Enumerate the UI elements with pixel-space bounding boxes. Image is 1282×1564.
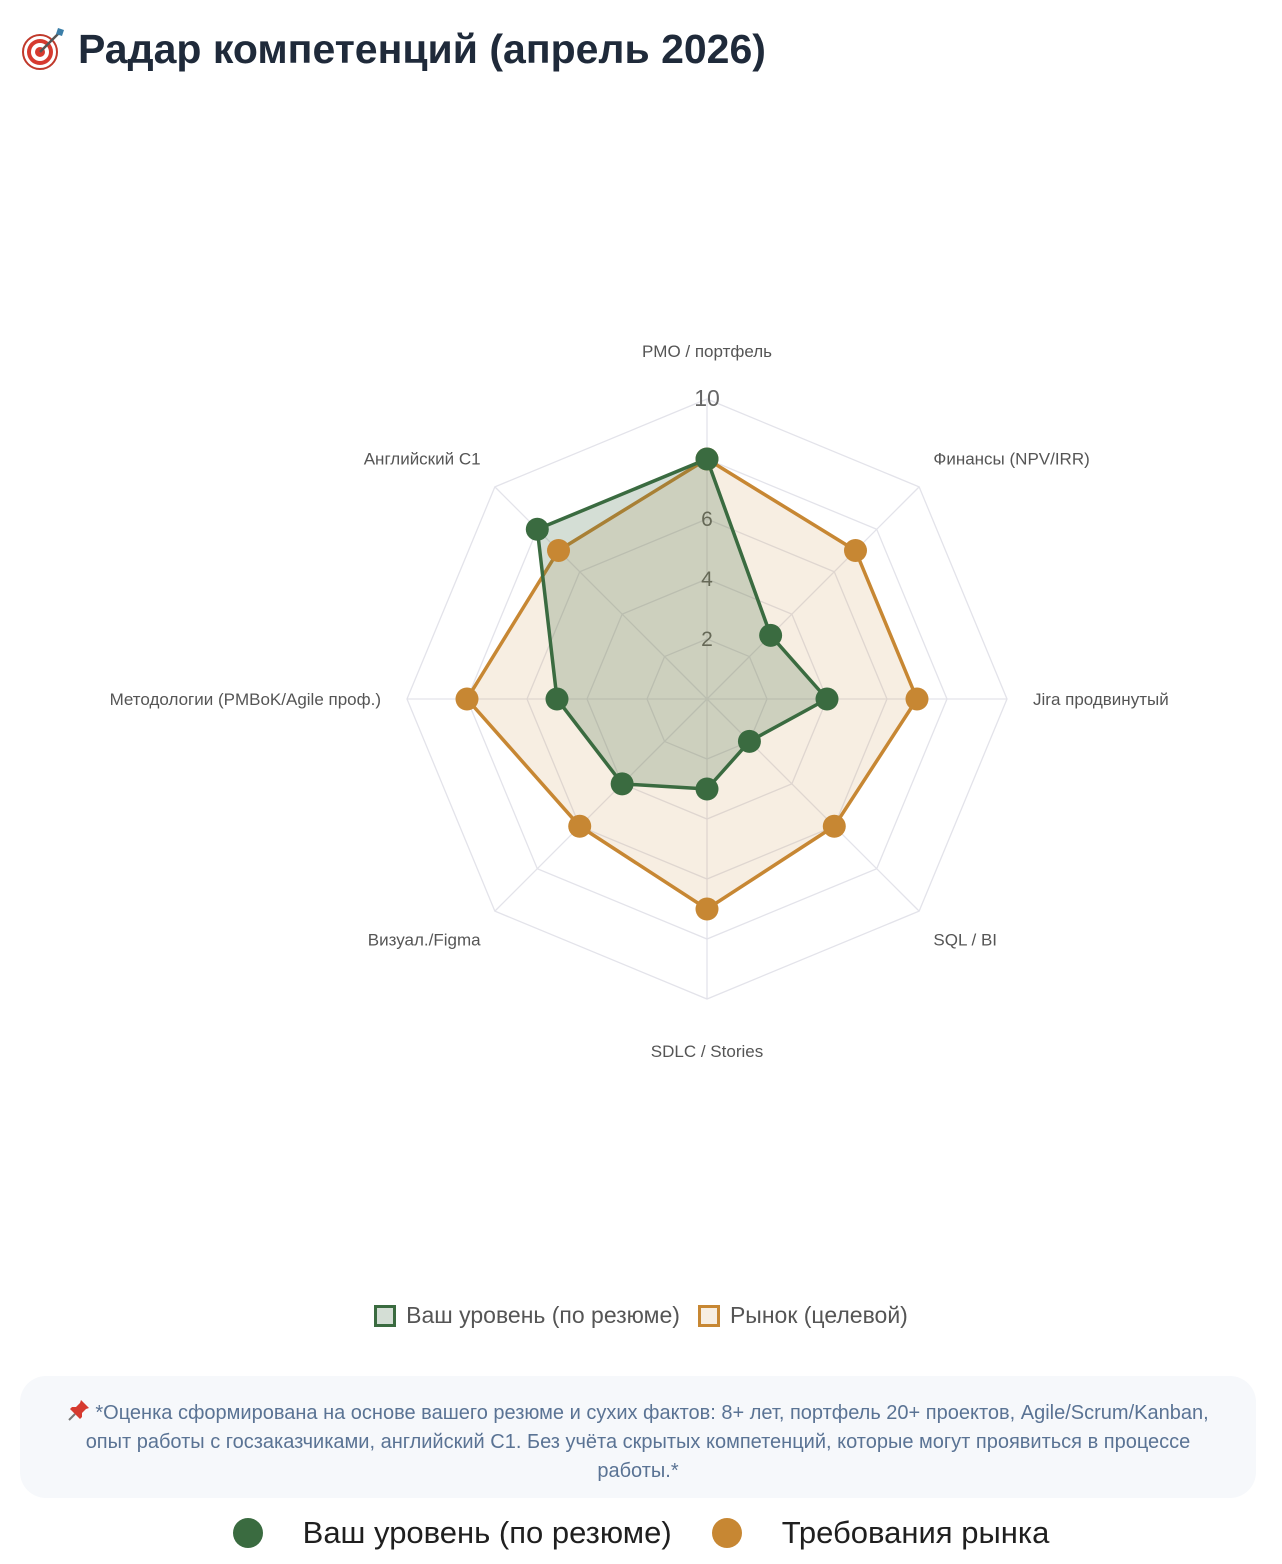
bottom-legend-item-market: Требования рынка	[711, 1515, 1050, 1551]
series-0-point-1	[759, 623, 783, 647]
series-0-point-4	[695, 777, 719, 801]
series-0-point-7	[525, 517, 549, 541]
series-1-point-1	[843, 539, 867, 563]
bottom-legend-dot-your-level	[232, 1518, 263, 1548]
bottom-legend: Ваш уровень (по резюме) Требования рынка	[0, 1509, 1282, 1557]
axis-line-5	[494, 698, 708, 912]
category-label-5: Визуал./Figma	[368, 930, 481, 949]
tick-label-6: 6	[701, 508, 713, 531]
pushpin-icon	[68, 1400, 90, 1421]
series-1-point-7	[547, 539, 571, 563]
category-label-7: Английский C1	[364, 450, 481, 469]
radar-category-labels: PMO / портфель Финансы (NPV/IRR) Jira прод…	[110, 342, 1169, 1061]
page-title-text: Радар компетенций (апрель 2026)	[78, 25, 766, 72]
tick-label-4: 4	[701, 568, 713, 591]
category-label-3: SQL / BI	[933, 930, 997, 949]
series-1-point-5	[568, 814, 592, 838]
target-dart-icon	[22, 28, 64, 70]
legend-item-market[interactable]: Рынок (целевой)	[697, 1302, 908, 1329]
bottom-legend-item-your-level: Ваш уровень (по резюме)	[232, 1515, 672, 1551]
series-0-point-6	[545, 687, 569, 711]
series-0-point-3	[737, 729, 761, 753]
category-label-6: Методологии (PMBoK/Agile проф.)	[110, 690, 381, 709]
series-1-point-3	[822, 814, 846, 838]
axis-line-1	[706, 486, 920, 700]
legend-item-your-level[interactable]: Ваш уровень (по резюме)	[374, 1302, 680, 1329]
category-label-1: Финансы (NPV/IRR)	[933, 450, 1089, 469]
page-title: Радар компетенций (апрель 2026)	[18, 24, 766, 74]
category-label-4: SDLC / Stories	[651, 1042, 763, 1061]
legend-label-market: Рынок (целевой)	[729, 1302, 908, 1328]
radar-chart: 2 4 6 10 PMO / портфель Финансы (NPV/IRR) Jir…	[110, 342, 1169, 1061]
category-label-2: Jira продвинутый	[1033, 690, 1169, 709]
legend-label-your-level: Ваш уровень (по резюме)	[406, 1302, 680, 1328]
assessment-note: *Оценка сформирована на основе вашего ре…	[20, 1376, 1256, 1498]
series-1-point-6	[455, 687, 479, 711]
tick-label-10: 10	[694, 385, 720, 411]
series-0-point-2	[815, 687, 839, 711]
assessment-note-text: *Оценка сформирована на основе вашего ре…	[85, 1402, 1209, 1482]
series-1-point-4	[695, 897, 719, 921]
radar-series	[455, 447, 929, 921]
bottom-legend-dot-market	[711, 1518, 742, 1548]
tick-label-2: 2	[701, 628, 713, 651]
series-0-point-5	[610, 772, 634, 796]
series-1-point-2	[905, 687, 929, 711]
radar-tick-labels: 2 4 6 10	[694, 385, 720, 651]
legend-swatch-your-level	[374, 1304, 397, 1327]
series-0-point-0	[695, 447, 719, 471]
bottom-legend-label-market: Требования рынка	[781, 1515, 1050, 1550]
bottom-legend-label-your-level: Ваш уровень (по резюме)	[302, 1515, 672, 1550]
chart-legend: Ваш уровень (по резюме) Рынок (целевой)	[0, 1302, 1282, 1329]
category-label-0: PMO / портфель	[642, 342, 772, 361]
legend-swatch-market	[697, 1304, 720, 1327]
